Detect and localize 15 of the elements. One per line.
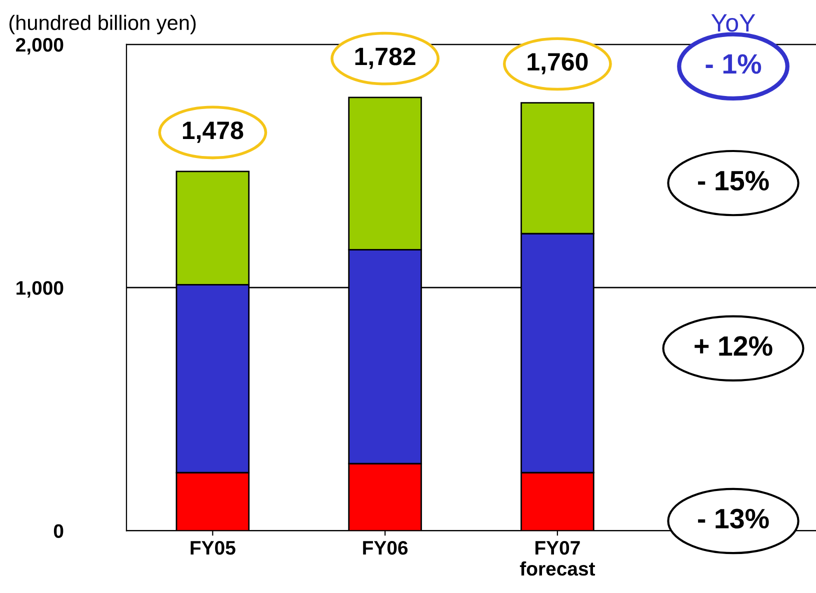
text: - 13% bbox=[698, 508, 769, 529]
y-tick-label: 0 bbox=[54, 524, 64, 538]
x-tick-label: FY05 bbox=[190, 540, 236, 555]
text: - 15% bbox=[698, 170, 769, 191]
y-tick-label: 2,000 bbox=[16, 38, 64, 55]
total-label: 1,478 bbox=[182, 121, 244, 143]
text: YoY bbox=[711, 14, 756, 32]
text: - 1% bbox=[706, 54, 762, 74]
total-label: 1,760 bbox=[528, 52, 588, 74]
total-label: 1,782 bbox=[355, 48, 416, 69]
y-tick-label: 1,000 bbox=[16, 281, 64, 298]
text: + 12% bbox=[694, 336, 772, 356]
x-tick-label: FY07 forecast bbox=[520, 540, 596, 576]
y-axis-title: (hundred billion yen) bbox=[9, 14, 196, 34]
x-tick-label: FY06 bbox=[363, 540, 408, 555]
